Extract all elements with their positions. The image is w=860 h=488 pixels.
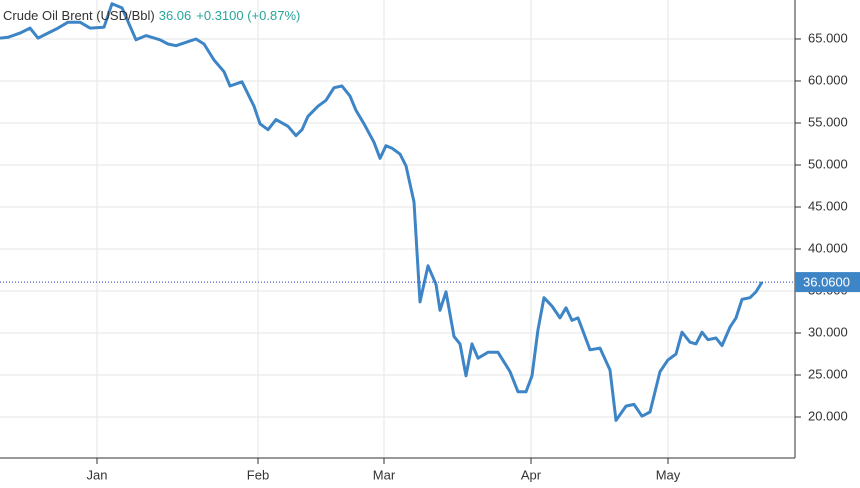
x-tick-label: May <box>656 467 681 482</box>
y-tick-label: 60.000 <box>808 72 848 87</box>
change: +0.3100 (+0.87%) <box>196 8 300 23</box>
x-tick-label: Feb <box>247 467 269 482</box>
chart-title: Crude Oil Brent (USD/Bbl) <box>3 8 155 23</box>
y-tick-label: 25.000 <box>808 366 848 381</box>
y-tick-label: 20.000 <box>808 408 848 423</box>
price: 36.06 <box>159 8 192 23</box>
plot <box>0 2 795 422</box>
y-tick-label: 55.000 <box>808 114 848 129</box>
x-tick-label: Apr <box>521 467 542 482</box>
x-tick-label: Mar <box>373 467 396 482</box>
y-tick-label: 65.000 <box>808 30 848 45</box>
price-line <box>0 2 764 422</box>
header: Crude Oil Brent (USD/Bbl) 36.06 +0.3100 (+… <box>3 8 300 23</box>
y-tick-label: 40.000 <box>808 240 848 255</box>
y-tick-label: 45.000 <box>808 198 848 213</box>
y-tick-label: 50.000 <box>808 156 848 171</box>
x-tick-label: Jan <box>87 467 108 482</box>
last-value-label: 36.0600 <box>803 275 850 290</box>
last-value-box <box>795 272 860 293</box>
grid <box>0 0 795 458</box>
y-tick-label: 30.000 <box>808 324 848 339</box>
